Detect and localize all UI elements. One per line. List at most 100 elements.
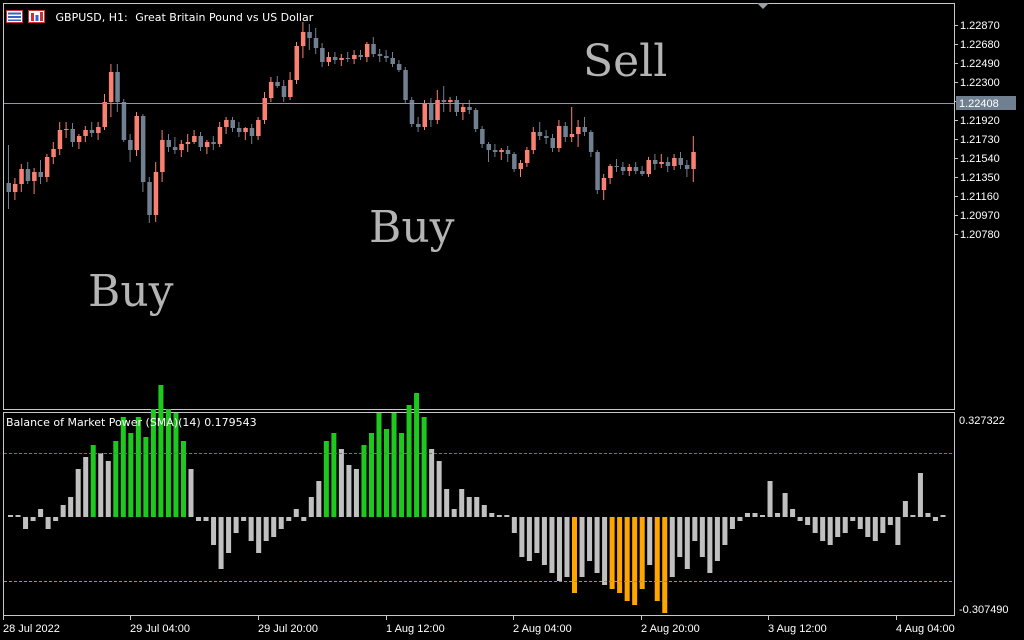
candle bbox=[665, 157, 671, 172]
histogram-bar bbox=[173, 413, 179, 517]
histogram-bar bbox=[45, 517, 51, 529]
candle bbox=[691, 136, 696, 182]
time-axis[interactable]: 28 Jul 2022 29 Jul 04:00 29 Jul 20:00 1 Aug… bbox=[3, 616, 955, 635]
candle bbox=[492, 144, 498, 157]
candle bbox=[89, 122, 95, 137]
candle bbox=[576, 120, 581, 147]
candle bbox=[243, 127, 248, 140]
candle bbox=[256, 117, 261, 140]
chart-window-icons[interactable] bbox=[6, 10, 46, 26]
candle bbox=[556, 120, 562, 152]
candle bbox=[64, 122, 69, 138]
candle bbox=[672, 154, 677, 170]
main-chart-frame bbox=[3, 3, 955, 410]
candle bbox=[416, 117, 421, 132]
histogram-bar bbox=[353, 469, 359, 517]
histogram-bar bbox=[113, 441, 119, 517]
candle bbox=[300, 22, 306, 58]
candle bbox=[627, 164, 632, 176]
time-tick-label: 28 Jul 2022 bbox=[3, 623, 60, 635]
chart-bars-icon bbox=[28, 10, 45, 23]
candle bbox=[608, 164, 613, 184]
price-tick-label: 1.20970 bbox=[960, 210, 1000, 222]
chart-shift-marker[interactable] bbox=[757, 3, 769, 9]
candle bbox=[428, 98, 434, 127]
candle bbox=[166, 134, 171, 152]
candle bbox=[441, 86, 447, 112]
histogram-bar bbox=[752, 513, 758, 517]
candle bbox=[230, 117, 235, 132]
price-tick-label: 1.21540 bbox=[960, 153, 1000, 165]
histogram-bar bbox=[474, 497, 480, 517]
chart-header: GBPUSD, H1: Great Britain Pound vs US Do… bbox=[6, 10, 313, 26]
histogram-bar bbox=[248, 517, 254, 541]
histogram-bar bbox=[692, 517, 698, 541]
price-axis[interactable]: 1.228701.226801.224901.223001.221101.219… bbox=[954, 20, 1000, 241]
histogram-bar bbox=[647, 517, 653, 565]
histogram-bar bbox=[211, 517, 217, 545]
histogram-bar bbox=[421, 417, 427, 517]
candle bbox=[652, 154, 658, 170]
histogram-bar bbox=[729, 517, 735, 529]
histogram-bar bbox=[925, 513, 931, 517]
candle bbox=[38, 160, 43, 184]
histogram-bar bbox=[361, 445, 367, 517]
histogram-bar bbox=[165, 409, 171, 517]
histogram-bar bbox=[511, 517, 517, 533]
chart-symbol-timeframe: GBPUSD, H1: bbox=[55, 11, 128, 24]
candle bbox=[128, 134, 133, 162]
histogram-bar bbox=[414, 393, 420, 517]
histogram-bar bbox=[541, 517, 547, 565]
candle bbox=[83, 126, 88, 142]
histogram-bar bbox=[241, 517, 247, 521]
candle bbox=[172, 137, 178, 154]
candle bbox=[480, 126, 485, 148]
histogram-bar bbox=[451, 509, 457, 517]
candle bbox=[339, 54, 344, 66]
histogram-bar bbox=[459, 489, 465, 517]
histogram-bar bbox=[90, 445, 96, 517]
annotation-buy-1: Buy bbox=[88, 266, 174, 317]
histogram-bar bbox=[338, 449, 344, 517]
candle bbox=[569, 107, 575, 142]
indicator-label: Balance of Market Power (SMA)(14) 0.1795… bbox=[6, 416, 257, 429]
indicator-frame bbox=[3, 412, 955, 616]
histogram-bar bbox=[75, 469, 81, 517]
trade-list-icon bbox=[6, 10, 23, 23]
price-tick-label: 1.22680 bbox=[960, 39, 1000, 51]
time-tick-label: 3 Aug 12:00 bbox=[768, 623, 827, 635]
candle bbox=[70, 123, 75, 147]
histogram-bar bbox=[203, 517, 209, 521]
indicator-histogram bbox=[8, 385, 946, 613]
time-tick-label: 4 Aug 04:00 bbox=[896, 623, 955, 635]
histogram-bar bbox=[286, 517, 292, 521]
candle bbox=[332, 52, 338, 64]
histogram-bar bbox=[496, 515, 502, 517]
candle bbox=[684, 160, 690, 177]
histogram-bar bbox=[120, 417, 126, 517]
candle bbox=[134, 112, 139, 156]
candle bbox=[51, 142, 56, 164]
histogram-bar bbox=[233, 517, 239, 533]
histogram-bar bbox=[805, 517, 811, 525]
candle bbox=[409, 97, 415, 127]
histogram-bar bbox=[150, 409, 156, 517]
histogram-bar bbox=[722, 517, 728, 545]
histogram-bar bbox=[105, 461, 111, 517]
histogram-bar bbox=[218, 517, 224, 569]
histogram-bar bbox=[308, 497, 314, 517]
histogram-bar bbox=[278, 517, 284, 529]
indicator-axis-bottom: -0.307490 bbox=[959, 604, 1009, 616]
histogram-bar bbox=[143, 437, 149, 517]
chart-description: Great Britain Pound vs US Dollar bbox=[135, 11, 314, 24]
candle bbox=[659, 154, 664, 168]
candle bbox=[249, 124, 255, 144]
price-tick-label: 1.22490 bbox=[960, 58, 1000, 70]
price-tick-label: 1.20780 bbox=[960, 229, 1000, 241]
histogram-bar bbox=[744, 513, 750, 517]
histogram-bar bbox=[271, 517, 277, 537]
candle bbox=[102, 94, 107, 130]
histogram-bar bbox=[895, 517, 901, 545]
candle bbox=[288, 72, 293, 100]
